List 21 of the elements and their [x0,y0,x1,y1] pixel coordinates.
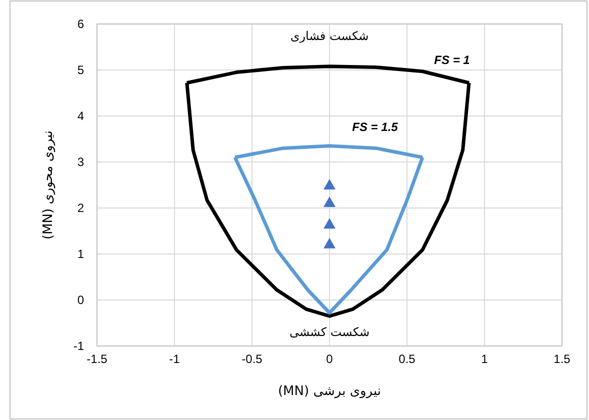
x-tick-label: -1.5 [86,352,108,366]
y-tick-label: 5 [77,63,84,77]
y-axis-title: نیروی محوری (MN) [41,130,56,240]
annotation: FS = 1.5 [352,120,398,134]
x-tick-label: 0.5 [398,352,416,366]
annotation: شکست کششی [289,325,370,339]
x-tick-label: -0.5 [242,352,263,366]
x-tick-label: 1.5 [554,352,571,366]
annotation: شکست فشاری [290,29,369,43]
y-tick-label: 2 [77,201,84,215]
x-tick-label: 1 [481,352,488,366]
y-tick-label: -1 [73,339,84,353]
y-tick-label: 4 [77,109,84,123]
x-tick-label: 0 [326,352,334,366]
annotation: FS = 1 [434,53,470,67]
x-axis-title: نیروی برشی (MN) [278,384,382,399]
y-tick-label: 6 [77,17,84,31]
x-tick-label: -1 [169,352,180,366]
y-tick-label: 3 [77,155,84,169]
y-tick-label: 1 [77,247,84,261]
y-tick-label: 0 [77,293,84,307]
